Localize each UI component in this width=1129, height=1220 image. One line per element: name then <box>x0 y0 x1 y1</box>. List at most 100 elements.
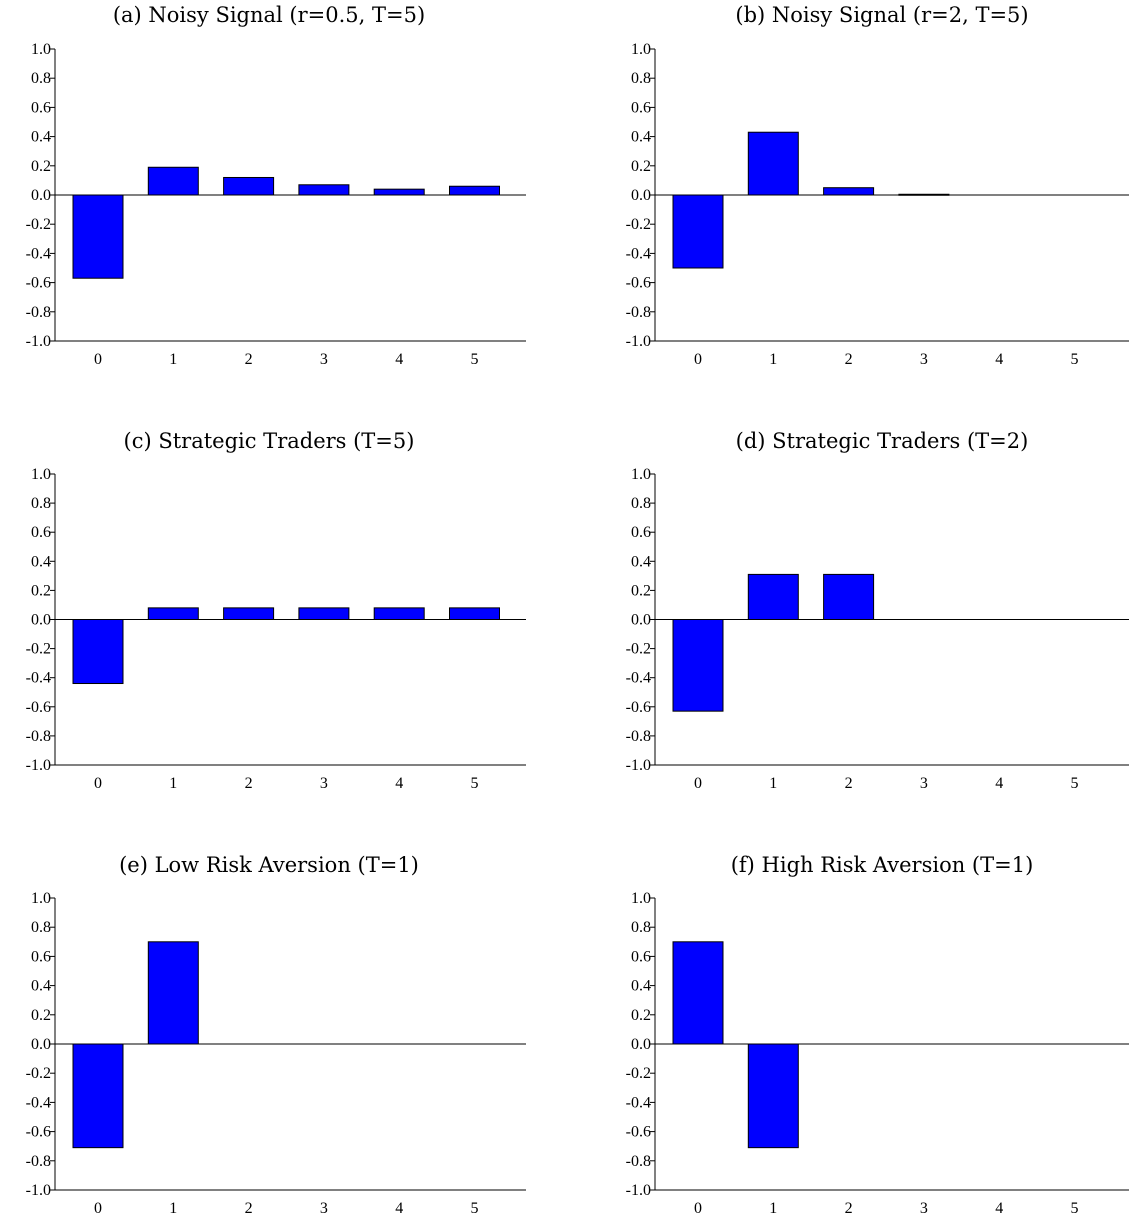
y-tick-label: 0.6 <box>631 948 651 965</box>
bar-1 <box>147 607 199 620</box>
x-tick-label: 1 <box>769 1200 777 1217</box>
x-tick-label: 5 <box>471 775 479 792</box>
y-tick-label: -1.0 <box>626 757 651 774</box>
chart-title: (b) Noisy Signal (r=2, T=5) <box>735 3 1028 27</box>
y-tick-label: 0.2 <box>31 582 51 599</box>
x-tick-label: 3 <box>920 351 928 368</box>
y-tick-label: 0.8 <box>631 919 651 936</box>
y-tick-label: -0.8 <box>26 1153 51 1170</box>
y-tick-label: -0.6 <box>626 699 651 716</box>
x-tick-label: 4 <box>395 351 403 368</box>
chart-title: (a) Noisy Signal (r=0.5, T=5) <box>113 3 425 27</box>
y-tick-label: -0.4 <box>26 670 51 687</box>
bar-2 <box>823 573 875 621</box>
x-tick-label: 3 <box>320 1200 328 1217</box>
x-tick-label: 4 <box>995 1200 1003 1217</box>
y-tick-label: 0.4 <box>631 129 651 146</box>
bar-3 <box>298 607 350 620</box>
y-tick-label: -0.6 <box>26 699 51 716</box>
bar-1 <box>747 131 799 196</box>
y-tick-label: 0.6 <box>31 524 51 541</box>
chart-title: (c) Strategic Traders (T=5) <box>124 429 415 453</box>
y-tick-label: 0.0 <box>631 612 651 629</box>
y-tick-label: 0.0 <box>31 612 51 629</box>
x-tick-label: 3 <box>920 775 928 792</box>
y-tick-label: 0.6 <box>31 99 51 116</box>
x-tick-label: 4 <box>395 775 403 792</box>
chart-title: (e) Low Risk Aversion (T=1) <box>119 853 419 877</box>
y-tick-label: -0.2 <box>626 216 651 233</box>
y-tick-label: 0.6 <box>31 948 51 965</box>
x-tick-label: 2 <box>845 351 853 368</box>
x-tick-label: 2 <box>845 775 853 792</box>
bar-0 <box>672 619 724 712</box>
bar-1 <box>147 166 199 196</box>
x-tick-label: 3 <box>320 351 328 368</box>
bar-5 <box>449 607 500 620</box>
x-tick-label: 2 <box>845 1200 853 1217</box>
y-tick-label: 0.0 <box>631 187 651 204</box>
x-tick-label: 0 <box>694 775 702 792</box>
chart-title: (f) High Risk Aversion (T=1) <box>731 853 1034 877</box>
y-tick-label: 1.0 <box>631 41 651 58</box>
y-tick-label: 1.0 <box>631 466 651 483</box>
y-tick-label: 0.2 <box>31 158 51 175</box>
bar-2 <box>223 176 275 196</box>
x-tick-label: 0 <box>94 351 102 368</box>
y-tick-label: -1.0 <box>26 1182 51 1199</box>
y-tick-label: -0.2 <box>26 1065 51 1082</box>
y-tick-label: 0.2 <box>631 582 651 599</box>
x-tick-label: 2 <box>245 775 253 792</box>
y-tick-label: 0.6 <box>631 99 651 116</box>
chart-title: (d) Strategic Traders (T=2) <box>736 429 1029 453</box>
x-tick-label: 0 <box>694 1200 702 1217</box>
y-tick-label: -1.0 <box>626 1182 651 1199</box>
y-tick-label: 0.8 <box>31 70 51 87</box>
x-tick-label: 2 <box>245 351 253 368</box>
y-tick-label: -0.6 <box>626 275 651 292</box>
y-tick-label: 0.8 <box>631 495 651 512</box>
y-tick-label: 1.0 <box>31 890 51 907</box>
y-tick-label: 0.8 <box>631 70 651 87</box>
chart-panel-a: (a) Noisy Signal (r=0.5, T=5) 1.0 0.8 0.6 0.… <box>26 3 526 368</box>
y-tick-label: -1.0 <box>26 333 51 350</box>
y-tick-label: -0.2 <box>626 641 651 658</box>
bar-3 <box>898 193 950 196</box>
y-tick-label: -0.2 <box>26 641 51 658</box>
y-tick-label: -0.8 <box>626 304 651 321</box>
x-tick-label: 1 <box>169 351 177 368</box>
y-tick-label: 1.0 <box>31 466 51 483</box>
y-tick-label: 0.6 <box>631 524 651 541</box>
x-tick-label: 3 <box>320 775 328 792</box>
bar-4 <box>373 607 425 620</box>
y-tick-label: 0.8 <box>31 919 51 936</box>
y-tick-label: -0.8 <box>26 728 51 745</box>
y-tick-label: 0.2 <box>631 1007 651 1024</box>
y-tick-label: -0.8 <box>626 728 651 745</box>
y-tick-label: -1.0 <box>26 757 51 774</box>
y-tick-label: 0.0 <box>631 1036 651 1053</box>
y-tick-label: 0.4 <box>631 978 651 995</box>
y-tick-label: -0.6 <box>26 1124 51 1141</box>
y-tick-label: -0.2 <box>26 216 51 233</box>
y-tick-label: 0.2 <box>31 1007 51 1024</box>
y-tick-label: 0.4 <box>631 553 651 570</box>
x-tick-label: 0 <box>94 775 102 792</box>
bar-0 <box>72 194 124 279</box>
bar-3 <box>298 184 350 196</box>
x-tick-label: 4 <box>995 775 1003 792</box>
x-tick-label: 5 <box>1071 775 1079 792</box>
y-tick-label: 0.4 <box>31 129 51 146</box>
x-tick-label: 5 <box>1071 351 1079 368</box>
y-tick-label: -0.8 <box>626 1153 651 1170</box>
bar-0 <box>72 619 124 685</box>
y-tick-label: -0.4 <box>26 245 51 262</box>
chart-panel-c: (c) Strategic Traders (T=5) 1.0 0.8 0.6 0.4 0… <box>26 429 526 792</box>
y-tick-label: 1.0 <box>31 41 51 58</box>
chart-panel-e: (e) Low Risk Aversion (T=1) 1.0 0.8 0.6 0.4 0… <box>26 853 526 1217</box>
y-tick-label: -0.8 <box>26 304 51 321</box>
bar-2 <box>223 607 275 620</box>
x-tick-label: 1 <box>169 775 177 792</box>
x-tick-label: 2 <box>245 1200 253 1217</box>
bar-1 <box>747 573 799 621</box>
